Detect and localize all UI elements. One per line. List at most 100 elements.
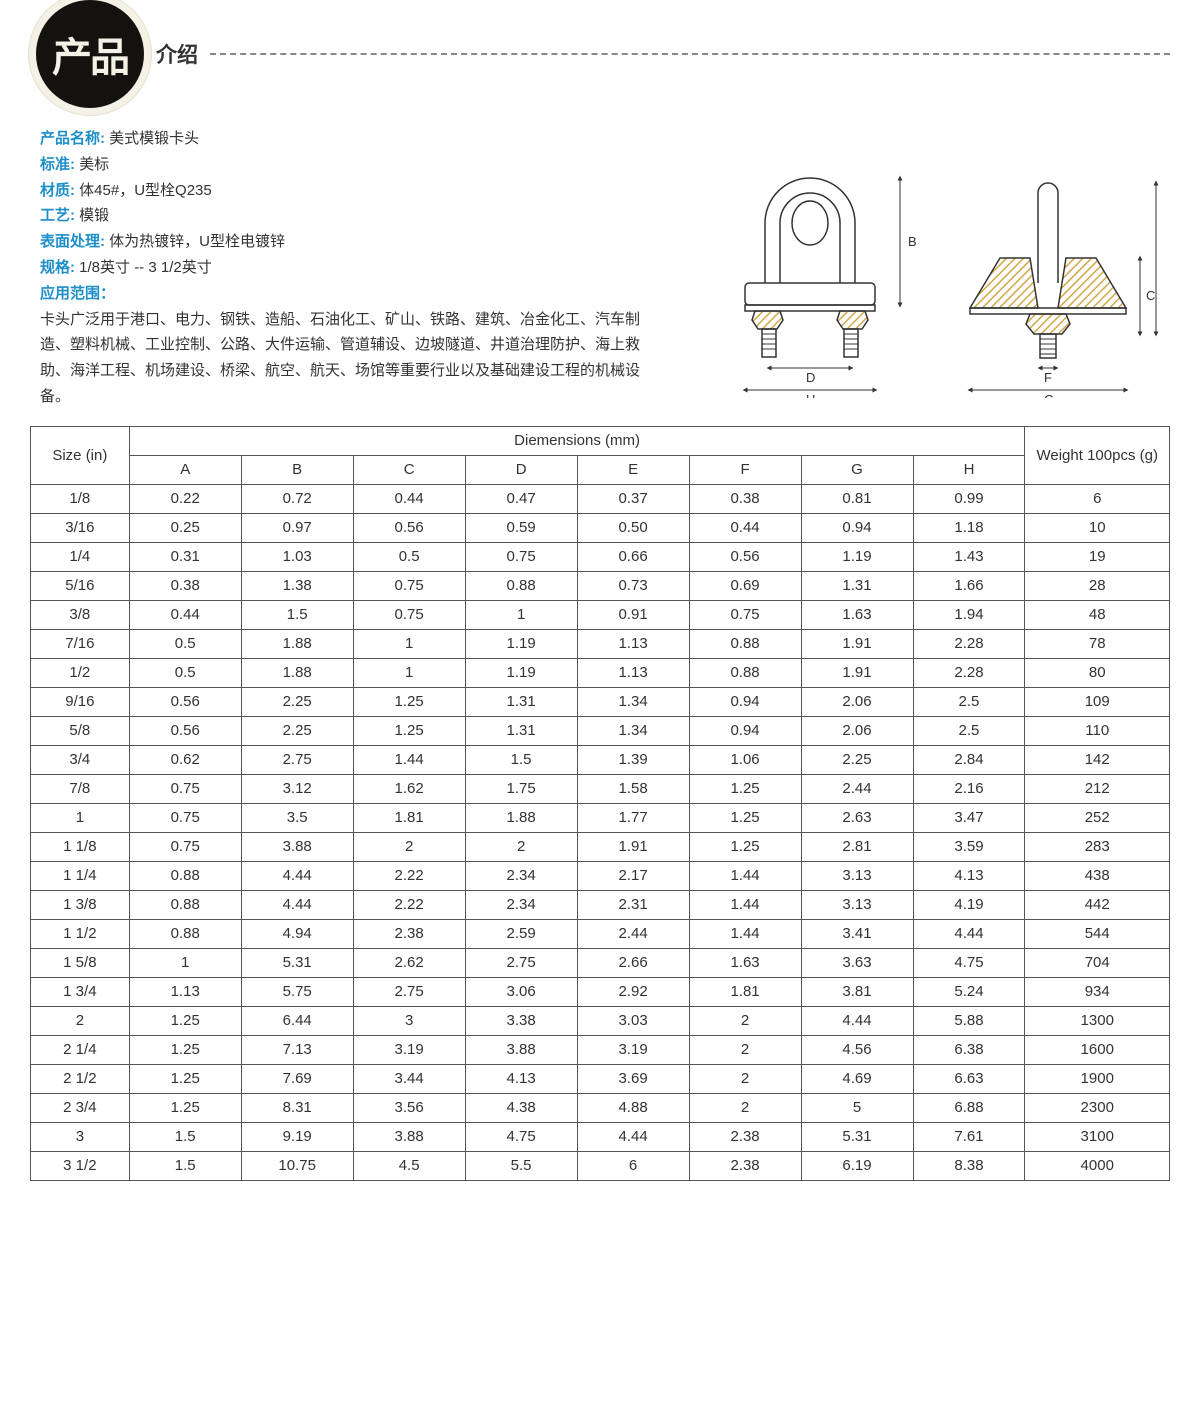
table-cell: 1.19 — [465, 658, 577, 687]
table-cell: 1.58 — [577, 774, 689, 803]
table-row: 1 1/40.884.442.222.342.171.443.134.13438 — [31, 861, 1170, 890]
table-cell: 5.5 — [465, 1151, 577, 1180]
table-row: 1/80.220.720.440.470.370.380.810.996 — [31, 484, 1170, 513]
table-cell: 1.25 — [353, 716, 465, 745]
table-cell: 5/8 — [31, 716, 130, 745]
table-cell: 1 3/4 — [31, 977, 130, 1006]
table-cell: 5/16 — [31, 571, 130, 600]
table-row: 5/160.381.380.750.880.730.691.311.6628 — [31, 571, 1170, 600]
table-cell: 0.37 — [577, 484, 689, 513]
table-cell: 1.81 — [689, 977, 801, 1006]
table-cell: 1.5 — [129, 1122, 241, 1151]
table-cell: 1.13 — [577, 629, 689, 658]
table-row: 1 1/80.753.88221.911.252.813.59283 — [31, 832, 1170, 861]
table-cell: 3.19 — [577, 1035, 689, 1064]
table-cell: 1.77 — [577, 803, 689, 832]
table-cell: 4.44 — [801, 1006, 913, 1035]
table-cell: 1 — [353, 629, 465, 658]
table-cell: 2.63 — [801, 803, 913, 832]
val-name: 美式模锻卡头 — [109, 130, 199, 147]
table-cell: 1.5 — [129, 1151, 241, 1180]
table-cell: 1.25 — [129, 1064, 241, 1093]
table-row: 5/80.562.251.251.311.340.942.062.5110 — [31, 716, 1170, 745]
table-cell: 1900 — [1025, 1064, 1170, 1093]
table-cell: 0.75 — [129, 803, 241, 832]
table-cell: 48 — [1025, 600, 1170, 629]
table-row: 1/40.311.030.50.750.660.561.191.4319 — [31, 542, 1170, 571]
table-cell: 3.88 — [241, 832, 353, 861]
table-cell: 1.43 — [913, 542, 1025, 571]
table-cell: 1.25 — [129, 1006, 241, 1035]
header: 产品 介绍 — [30, 0, 1170, 108]
table-cell: 1.39 — [577, 745, 689, 774]
table-cell: 3.5 — [241, 803, 353, 832]
th-dimensions: Diemensions (mm) — [129, 426, 1025, 455]
table-cell: 0.31 — [129, 542, 241, 571]
table-cell: 4.19 — [913, 890, 1025, 919]
table-cell: 1.31 — [465, 687, 577, 716]
table-cell: 1.18 — [913, 513, 1025, 542]
table-cell: 3 — [353, 1006, 465, 1035]
table-row: 10.753.51.811.881.771.252.633.47252 — [31, 803, 1170, 832]
table-cell: 4.13 — [465, 1064, 577, 1093]
table-cell: 0.94 — [689, 716, 801, 745]
table-cell: 1 1/4 — [31, 861, 130, 890]
label-scope: 应用范围： — [40, 285, 115, 302]
table-cell: 0.25 — [129, 513, 241, 542]
table-cell: 2.06 — [801, 716, 913, 745]
table-cell: 3.88 — [353, 1122, 465, 1151]
table-cell: 5.75 — [241, 977, 353, 1006]
label-proc: 工艺: — [40, 207, 75, 224]
table-cell: 2 — [689, 1064, 801, 1093]
table-row: 2 1/21.257.693.444.133.6924.696.631900 — [31, 1064, 1170, 1093]
table-cell: 0.91 — [577, 600, 689, 629]
table-cell: 0.88 — [129, 861, 241, 890]
dashed-line — [210, 53, 1170, 55]
table-cell: 2.38 — [689, 1151, 801, 1180]
table-cell: 2 — [689, 1093, 801, 1122]
table-cell: 3/4 — [31, 745, 130, 774]
table-cell: 4.5 — [353, 1151, 465, 1180]
table-cell: 0.56 — [129, 687, 241, 716]
th-col: C — [353, 455, 465, 484]
table-cell: 0.73 — [577, 571, 689, 600]
product-badge: 产品 — [36, 0, 144, 108]
table-cell: 2 1/4 — [31, 1035, 130, 1064]
table-cell: 3.81 — [801, 977, 913, 1006]
table-cell: 7.69 — [241, 1064, 353, 1093]
table-cell: 1.88 — [465, 803, 577, 832]
table-row: 1 3/41.135.752.753.062.921.813.815.24934 — [31, 977, 1170, 1006]
th-col: H — [913, 455, 1025, 484]
th-weight: Weight 100pcs (g) — [1025, 426, 1170, 484]
table-cell: 7/16 — [31, 629, 130, 658]
table-cell: 0.69 — [689, 571, 801, 600]
table-cell: 3.44 — [353, 1064, 465, 1093]
table-cell: 0.47 — [465, 484, 577, 513]
table-cell: 5 — [801, 1093, 913, 1122]
table-cell: 1.44 — [689, 919, 801, 948]
table-cell: 1.31 — [801, 571, 913, 600]
table-cell: 212 — [1025, 774, 1170, 803]
table-cell: 78 — [1025, 629, 1170, 658]
svg-text:H: H — [806, 392, 815, 398]
table-cell: 6.38 — [913, 1035, 1025, 1064]
table-cell: 0.75 — [689, 600, 801, 629]
table-cell: 1.88 — [241, 629, 353, 658]
table-cell: 2 — [31, 1006, 130, 1035]
table-cell: 2 1/2 — [31, 1064, 130, 1093]
badge-text: 产品 — [52, 25, 128, 83]
table-cell: 3.56 — [353, 1093, 465, 1122]
table-cell: 1.25 — [129, 1093, 241, 1122]
table-cell: 1.91 — [577, 832, 689, 861]
table-cell: 1.34 — [577, 687, 689, 716]
table-cell: 1.25 — [353, 687, 465, 716]
table-cell: 1.66 — [913, 571, 1025, 600]
table-cell: 5.31 — [801, 1122, 913, 1151]
table-cell: 5.24 — [913, 977, 1025, 1006]
table-row: 1 1/20.884.942.382.592.441.443.414.44544 — [31, 919, 1170, 948]
table-cell: 6 — [577, 1151, 689, 1180]
table-cell: 3100 — [1025, 1122, 1170, 1151]
table-cell: 1/8 — [31, 484, 130, 513]
table-cell: 0.44 — [129, 600, 241, 629]
table-cell: 0.99 — [913, 484, 1025, 513]
